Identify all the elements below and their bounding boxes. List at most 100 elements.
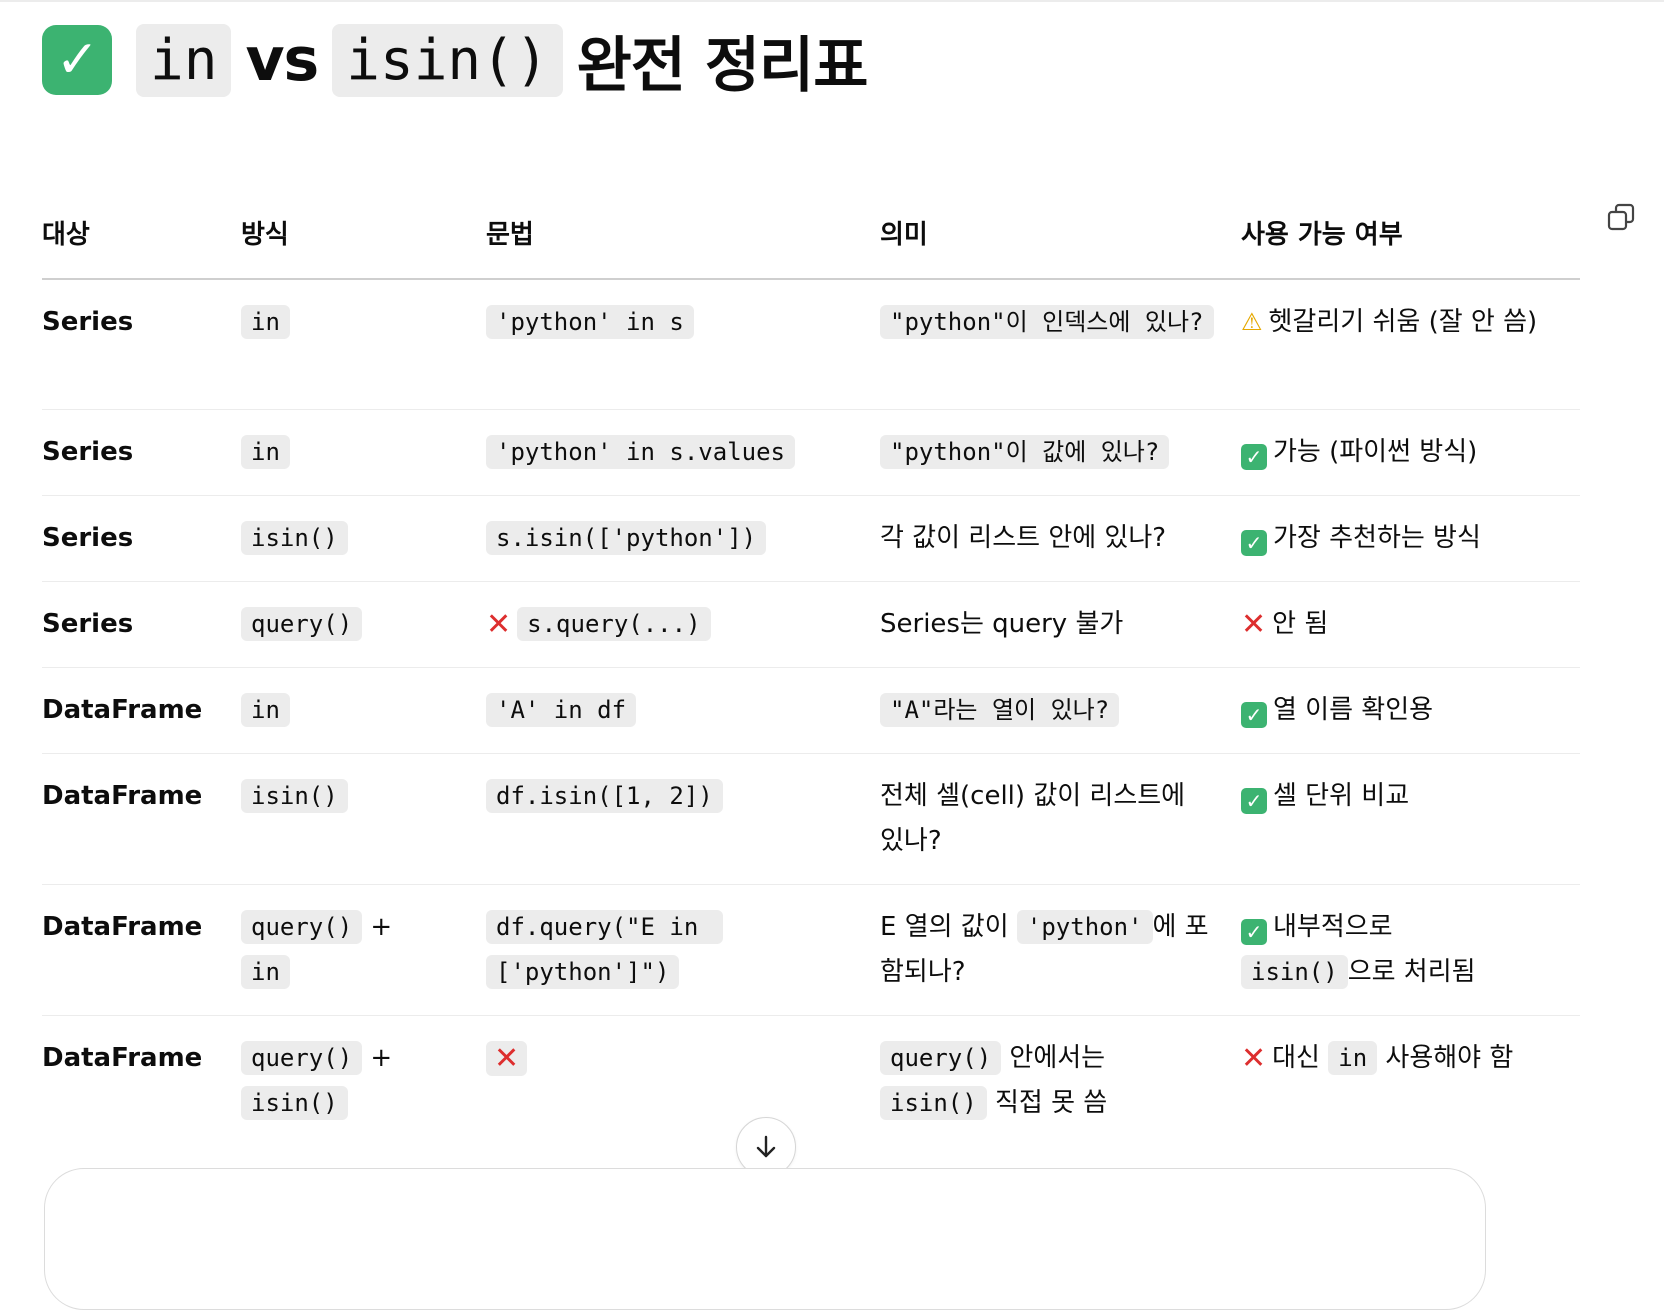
cell-subject: DataFrame xyxy=(42,884,241,1016)
copy-icon xyxy=(1607,203,1635,231)
meaning-text: E 열의 값이 xyxy=(880,911,1009,942)
cell-method: query() xyxy=(241,581,486,668)
cell-availability: ✓ 내부적으로 isin() 으로 처리됨 xyxy=(1241,884,1580,1016)
availability-text: 내부적으로 xyxy=(1273,911,1393,942)
header-availability: 사용 가능 여부 xyxy=(1241,192,1580,280)
page-title: ✓ in vs isin() 완전 정리표 xyxy=(42,14,869,106)
cross-icon: ✕ xyxy=(1241,1040,1267,1076)
cell-syntax: df.isin([1, 2]) xyxy=(486,753,880,885)
cell-meaning: "A"라는 열이 있나? xyxy=(880,667,1241,754)
cell-subject: DataFrame xyxy=(42,1042,203,1073)
cell-availability: ✓ 열 이름 확인용 xyxy=(1241,667,1580,754)
meaning-code: query() xyxy=(880,1040,1002,1075)
cell-syntax: ✕ s.query(...) xyxy=(486,581,880,668)
check-icon: ✓ xyxy=(1241,529,1267,556)
top-divider xyxy=(0,0,1664,2)
cell-availability: ✕ 안 됨 xyxy=(1241,581,1580,668)
cell-method: query() + isin() xyxy=(241,1015,486,1146)
cell-availability: ✓ 가장 추천하는 방식 xyxy=(1241,495,1580,582)
syntax-code: df.isin([1, 2]) xyxy=(486,778,723,813)
cell-meaning: Series는 query 불가 xyxy=(880,581,1241,668)
check-icon: ✓ xyxy=(1241,787,1267,814)
availability-text: 셀 단위 비교 xyxy=(1273,780,1410,811)
copy-table-button[interactable] xyxy=(1606,202,1638,234)
availability-text: 대신 xyxy=(1272,1042,1320,1073)
title-vs: vs xyxy=(245,25,319,95)
cell-meaning: E 열의 값이 'python' 에 포함되나? xyxy=(880,884,1241,1016)
meaning-code: "python"이 값에 있나? xyxy=(880,434,1170,469)
header-method: 방식 xyxy=(241,192,486,280)
meaning-text: 에 포함되나? xyxy=(880,911,1209,987)
cell-availability: ✓ 셀 단위 비교 xyxy=(1241,753,1580,885)
cell-availability: ⚠ 헷갈리기 쉬움 (잘 안 씀) xyxy=(1241,279,1580,410)
cell-subject: Series xyxy=(42,409,241,496)
syntax-code: 'python' in s.values xyxy=(486,434,795,469)
header-target: 대상 xyxy=(42,192,241,280)
cross-icon: ✕ xyxy=(486,606,512,642)
header-meaning: 의미 xyxy=(880,192,1241,280)
cell-syntax: df.query("E in ['python']") xyxy=(486,884,880,1016)
cell-subject: DataFrame xyxy=(42,667,241,754)
check-icon: ✓ xyxy=(1241,443,1267,470)
syntax-code: 'A' in df xyxy=(486,692,637,727)
method-code: isin() xyxy=(241,520,348,555)
table-row: Series isin() s.isin(['python']) 각 값이 리스… xyxy=(42,495,1580,582)
cell-subject: Series xyxy=(42,495,241,582)
check-mark-icon: ✓ xyxy=(42,25,112,95)
availability-text: 헷갈리기 쉬움 (잘 안 씀) xyxy=(1268,307,1538,337)
meaning-code: "python"이 인덱스에 있나? xyxy=(880,305,1214,339)
method-plus: + xyxy=(370,911,393,942)
syntax-code: 'python' in s xyxy=(486,305,694,339)
title-code-in: in xyxy=(136,23,232,97)
cell-method: query() + in xyxy=(241,884,486,1016)
table-header-row: 대상 방식 문법 의미 사용 가능 여부 xyxy=(42,192,1580,280)
method-code: in xyxy=(241,692,290,727)
table-row: Series query() ✕ s.query(...) Series는 que… xyxy=(42,581,1580,668)
comparison-table: 대상 방식 문법 의미 사용 가능 여부 Series in 'python' … xyxy=(42,192,1580,1146)
table-row: DataFrame query() + in df.query("E in ['p… xyxy=(42,884,1580,1016)
cell-syntax: ✕ xyxy=(486,1015,880,1146)
message-composer[interactable] xyxy=(44,1168,1486,1310)
method-code: isin() xyxy=(241,778,348,813)
meaning-code: 'python' xyxy=(1016,909,1153,944)
syntax-code: s.isin(['python']) xyxy=(486,520,767,555)
header-syntax: 문법 xyxy=(486,192,880,280)
method-code: query() xyxy=(241,1040,363,1075)
cell-meaning: "python"이 인덱스에 있나? xyxy=(880,279,1241,410)
method-code: in xyxy=(241,954,290,989)
meaning-text: 직접 못 씀 xyxy=(994,1087,1108,1118)
cell-meaning: 각 값이 리스트 안에 있나? xyxy=(880,495,1241,582)
cell-meaning: query() 안에서는 isin() 직접 못 씀 xyxy=(880,1015,1241,1146)
meaning-text: 안에서는 xyxy=(1009,1042,1106,1073)
cell-syntax: 'python' in s.values xyxy=(486,409,880,496)
check-icon: ✓ xyxy=(1241,701,1267,728)
availability-text: 안 됨 xyxy=(1272,608,1329,639)
syntax-code: s.query(...) xyxy=(517,606,711,641)
availability-text: 가장 추천하는 방식 xyxy=(1273,522,1481,553)
method-plus: + xyxy=(370,1042,393,1073)
check-icon: ✓ xyxy=(1241,918,1267,945)
cell-method: isin() xyxy=(241,753,486,885)
syntax-code: df.query("E in ['python']") xyxy=(486,909,723,989)
availability-text: 열 이름 확인용 xyxy=(1273,694,1434,725)
cell-meaning: 전체 셀(cell) 값이 리스트에 있나? xyxy=(880,753,1241,885)
table-row: DataFrame isin() df.isin([1, 2]) 전체 셀(ce… xyxy=(42,753,1580,885)
cell-method: in xyxy=(241,279,486,410)
cross-icon: ✕ xyxy=(1241,606,1267,642)
availability-code: in xyxy=(1328,1040,1378,1075)
cell-subject: Series xyxy=(42,279,241,410)
method-code: in xyxy=(241,434,290,469)
cell-syntax: 'A' in df xyxy=(486,667,880,754)
cell-availability: ✓ 가능 (파이썬 방식) xyxy=(1241,409,1580,496)
method-code: query() xyxy=(241,909,363,944)
warning-icon: ⚠ xyxy=(1241,308,1263,336)
table-row: Series in 'python' in s.values "python"이… xyxy=(42,409,1580,496)
table-row: Series in 'python' in s "python"이 인덱스에 있… xyxy=(42,279,1580,410)
method-code: query() xyxy=(241,606,363,641)
method-code: isin() xyxy=(241,1085,348,1120)
cell-availability: ✕ 대신 in 사용해야 함 xyxy=(1241,1015,1580,1146)
cell-meaning: "python"이 값에 있나? xyxy=(880,409,1241,496)
availability-text: 가능 (파이썬 방식) xyxy=(1273,436,1478,467)
cell-syntax: 'python' in s xyxy=(486,279,880,410)
title-text: 완전 정리표 xyxy=(576,30,869,101)
